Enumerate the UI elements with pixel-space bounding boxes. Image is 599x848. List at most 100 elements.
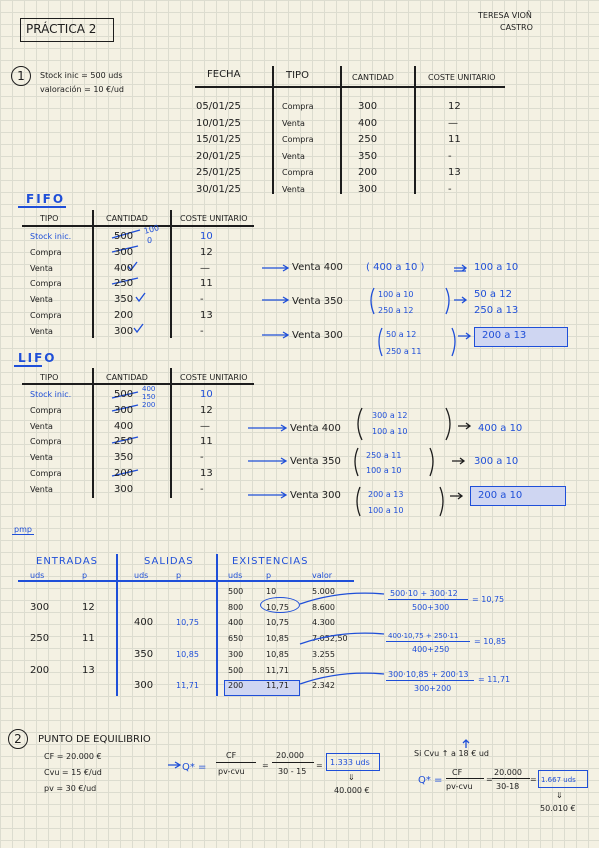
ex2-frac2-den2: 30-18 [496, 782, 520, 791]
pmp-f2-num: 400·10,75 + 250·11 [388, 632, 459, 640]
fifo-cell-tipo: Compra [30, 311, 62, 320]
fifo-venta2-l2: 250 a 12 [378, 306, 414, 315]
pmp-cell-x_v: 2.342 [312, 681, 335, 691]
pmp-cell-x_v: 5.855 [312, 665, 335, 675]
lifo-cell-tipo: Compra [30, 437, 62, 447]
pmp-f2-den: 400+250 [412, 645, 450, 654]
fifo-venta2-label: Venta 350 [292, 296, 343, 307]
valoracion: valoración = 10 €/ud [40, 85, 124, 94]
pmp-cell-x_v: 7.052,50 [312, 634, 348, 644]
fifo-cell-coste: — [200, 262, 210, 274]
fifo-venta3-result: 200 a 13 [482, 330, 527, 341]
pmp-cell-x_v: 4.300 [312, 618, 335, 628]
fifo-cell-tipo: Venta [30, 263, 53, 273]
cell-coste: - [448, 183, 452, 195]
ex2-frac2-den: pv-cvu [446, 782, 473, 791]
lifo-venta2-l2: 100 a 10 [366, 466, 402, 475]
pmp-cell-e_p: 12 [82, 601, 95, 613]
cell-tipo: Compra [282, 135, 314, 144]
ex2-result2-box [538, 770, 588, 788]
lifo-col-cantidad: CANTIDAD [106, 373, 148, 382]
table-rule [22, 383, 254, 385]
lifo-cell-tipo: Compra [30, 405, 62, 415]
lifo-venta1-label: Venta 400 [290, 423, 341, 434]
ex2-eq4: = [530, 775, 537, 784]
ex2-result: 1.333 uds [330, 758, 370, 767]
fifo-venta2-r1: 50 a 12 [474, 289, 512, 300]
fifo-venta2-l1: 100 a 10 [378, 290, 414, 299]
lifo-col-tipo: TIPO [40, 373, 59, 382]
ex2-si-line: Si Cvu ↑ a 18 € ud [414, 749, 489, 758]
cell-cantidad: 400 [358, 117, 378, 129]
author-surname: CASTRO [500, 23, 533, 32]
pmp-cell-e_uds: 250 [30, 633, 50, 645]
pmp-cell-x_p: 11,71 [266, 681, 289, 691]
page-title: PRÁCTICA 2 [26, 22, 97, 36]
lifo-cell-cantidad: 350 [114, 452, 134, 464]
ex2-frac2-num2: 20.000 [494, 768, 522, 777]
lifo-venta2-label: Venta 350 [290, 456, 341, 467]
fifo-cell-coste: - [200, 325, 204, 337]
fifo-venta1-result: 100 a 10 [474, 262, 519, 273]
lifo-cell-cantidad: 400 [114, 420, 134, 432]
cell-tipo: Venta [282, 184, 305, 194]
cell-cantidad: 200 [358, 167, 378, 178]
fifo-cell-coste: 13 [200, 310, 213, 321]
ex2-result-box [326, 753, 380, 771]
fifo-cell-coste: 12 [200, 246, 213, 258]
fraction-line [272, 762, 314, 763]
fifo-final-box [474, 327, 568, 347]
fifo-cell-coste: - [200, 294, 204, 306]
fraction-line [492, 778, 530, 779]
lifo-cell-coste: 13 [200, 468, 213, 479]
cell-tipo: Compra [282, 168, 314, 177]
cell-tipo: Venta [282, 118, 305, 128]
lifo-heading: LIFO [18, 351, 57, 365]
lifo-cell-cantidad: 500 [114, 389, 134, 400]
pmp-col-2: uds [134, 571, 149, 580]
lifo-col-coste: COSTE UNITARIO [180, 373, 248, 382]
pmp-cell-x_p: 10,75 [266, 618, 289, 628]
pmp-col-5: p [266, 571, 272, 580]
pmp-circle [260, 597, 300, 613]
pmp-cell-x_p: 10,85 [266, 649, 289, 659]
lifo-cell-tipo: Stock inic. [30, 390, 72, 399]
pmp-col-1: p [82, 571, 88, 580]
lifo-cell-coste: — [200, 420, 210, 432]
heading-underline [14, 365, 42, 367]
table-rule [170, 210, 172, 338]
col-header-coste: COSTE UNITARIO [428, 73, 496, 82]
table-rule [414, 66, 416, 194]
pmp-cell-s_p: 11,71 [176, 681, 199, 691]
fifo-cell-cantidad: 250 [114, 278, 134, 290]
pmp-f1-res: = 10,75 [472, 595, 505, 604]
ex2-frac-num: CF [226, 751, 237, 760]
pmp-cell-x_p: 10,85 [266, 634, 289, 644]
author-name: TERESA VIOÑ [478, 11, 532, 20]
pmp-rule [18, 580, 354, 582]
lifo-cell-cantidad: 200 [114, 468, 134, 479]
pmp-cell-x_uds: 650 [228, 634, 244, 644]
fifo-col-tipo: TIPO [40, 214, 59, 223]
ex2-cvu: Cvu = 15 €/ud [44, 768, 102, 777]
fraction-line [386, 680, 474, 681]
cell-tipo: Venta [282, 151, 305, 161]
pmp-group-salidas: SALIDAS [144, 556, 194, 567]
table-rule [22, 225, 254, 227]
lifo-cell-coste: - [200, 452, 204, 464]
ex2-frac-den2: 30 - 15 [278, 767, 307, 776]
ex2-down-arrow2: ⇓ [556, 791, 563, 800]
fifo-venta3-label: Venta 300 [292, 330, 343, 341]
pmp-rule [116, 554, 118, 696]
fraction-line [388, 599, 468, 600]
fifo-cell-cantidad: 400 [114, 262, 134, 274]
pmp-cell-x_v: 5.000 [312, 587, 335, 596]
cell-coste: 11 [448, 134, 461, 145]
pmp-final-box [224, 680, 300, 696]
col-header-tipo: TIPO [286, 70, 309, 81]
ex2-frac-den: pv-cvu [218, 767, 245, 776]
pmp-cell-x_v: 8.600 [312, 602, 335, 612]
title-box [20, 18, 114, 42]
lifo-cell-cantidad: 300 [114, 483, 134, 495]
pmp-col-3: p [176, 571, 182, 580]
